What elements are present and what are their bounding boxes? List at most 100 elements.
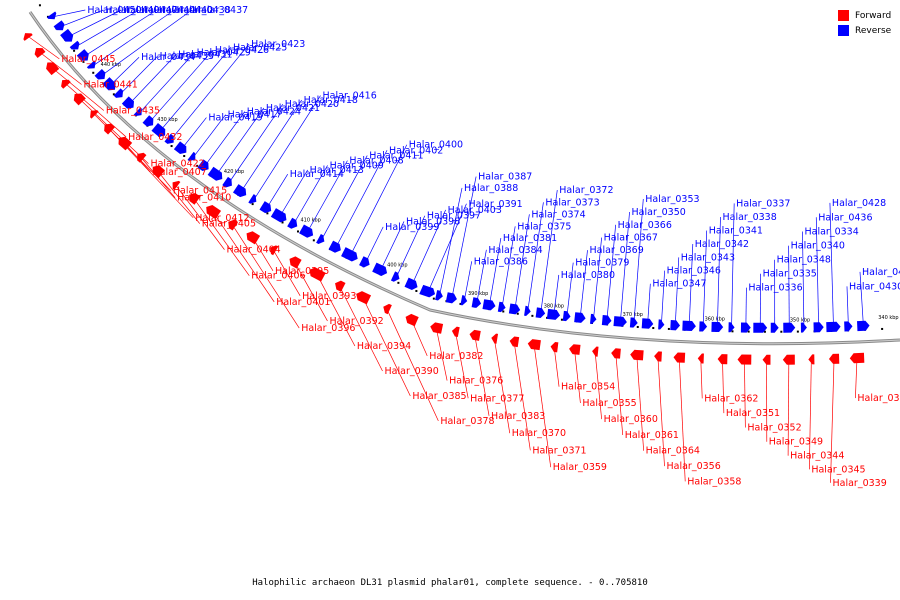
gene-leader-line (474, 334, 490, 416)
gene-leader-line (700, 358, 703, 399)
gene-leader-line (427, 203, 467, 292)
gene-leader-line (717, 216, 721, 327)
forward-gene-label: Halar_0407 (152, 167, 206, 178)
forward-gene-arrow (289, 256, 302, 269)
tick-mark (415, 289, 418, 292)
gene-leader-line (688, 244, 694, 326)
reverse-gene-arrow (86, 60, 96, 69)
legend-forward-label: Forward (855, 10, 892, 21)
gene-leader-line (787, 359, 790, 456)
tick-mark (636, 325, 639, 328)
forward-gene-arrow (206, 205, 222, 220)
forward-gene-label: Halar_0356 (666, 461, 720, 472)
reverse-gene-label: Halar_0380 (561, 270, 615, 281)
forward-gene-label: Halar_0410 (177, 193, 231, 204)
gene-leader-line (174, 184, 225, 250)
reverse-gene-arrow (222, 176, 232, 188)
forward-gene-label: Halar_0432 (128, 132, 182, 143)
reverse-gene-arrow (151, 123, 166, 137)
reverse-gene-label: Halar_0403 (448, 205, 502, 216)
tick-mark (780, 330, 783, 333)
reverse-gene-arrow (259, 201, 272, 214)
forward-gene-label: Halar_0349 (769, 437, 823, 448)
reverse-gene-arrow (419, 284, 436, 298)
gene-leader-line (253, 95, 321, 201)
tick-mark (73, 49, 76, 52)
forward-gene-arrow (782, 354, 795, 365)
gene-leader-line (335, 150, 388, 248)
gene-leader-line (119, 55, 158, 95)
reverse-gene-label: Halar_0421 (266, 103, 320, 114)
gene-leader-line (633, 198, 644, 323)
reverse-gene-label: Halar_0335 (763, 269, 817, 280)
gene-leader-line (159, 47, 232, 132)
reverse-gene-label: Halar_0423 (251, 39, 305, 50)
gene-leader-line (846, 286, 849, 327)
gene-leader-line (216, 107, 265, 176)
forward-gene-label: Halar_0405 (202, 219, 256, 230)
reverse-gene-label: Halar_0343 (681, 252, 735, 263)
reverse-gene-label: Halar_0400 (409, 140, 463, 151)
gene-leader-line (553, 274, 560, 315)
forward-gene-arrow (828, 353, 840, 364)
reverse-gene-label: Halar_0374 (531, 209, 585, 220)
reverse-gene-label: Halar_0353 (645, 194, 699, 205)
reverse-gene-label: Halar_0416 (323, 91, 377, 102)
gene-leader-line (454, 331, 469, 399)
tick-mark (667, 327, 670, 330)
scale-label: 380 kbp (544, 303, 564, 309)
gene-leader-line (107, 127, 194, 219)
reverse-gene-arrow (497, 301, 506, 313)
forward-gene-label: Halar_0351 (726, 408, 780, 419)
gene-leader-line (362, 296, 411, 397)
forward-gene-arrow (228, 219, 239, 231)
tick-mark (112, 93, 115, 96)
tick-mark (432, 297, 435, 300)
reverse-gene-arrow (207, 166, 223, 181)
forward-gene-label: Halar_0394 (357, 341, 411, 352)
forward-gene-label: Halar_0396 (301, 323, 355, 334)
reverse-gene-arrow (113, 88, 124, 98)
forward-gene-label: Halar_0364 (646, 446, 700, 457)
gene-leader-line (636, 354, 645, 451)
gene-leader-line (744, 359, 746, 428)
legend: Forward Reverse (838, 8, 891, 38)
scale-label: 370 kbp (623, 312, 643, 318)
reverse-gene-label: Halar_0433 (160, 51, 214, 62)
gene-leader-line (75, 9, 140, 47)
reverse-gene-arrow (813, 322, 824, 333)
tick-mark (531, 314, 534, 317)
forward-gene-label: Halar_0385 (412, 391, 466, 402)
reverse-gene-arrow (164, 133, 174, 144)
reverse-gene-arrow (524, 305, 531, 316)
gene-leader-line (574, 349, 581, 404)
forward-gene-label: Halar_0376 (449, 376, 503, 387)
gene-leader-line (129, 54, 177, 105)
reverse-gene-arrow (232, 184, 247, 198)
reverse-gene-label: Halar_0418 (304, 95, 358, 106)
reverse-gene-arrow (826, 321, 841, 333)
reverse-gene-label: Halar_0337 (736, 198, 790, 209)
gene-leader-line (702, 230, 708, 327)
map-caption: Halophilic archaeon DL31 plasmid phalar0… (252, 578, 648, 588)
gene-leader-line (540, 190, 558, 314)
forward-gene-label: Halar_0355 (582, 398, 636, 409)
gene-leader-line (451, 176, 477, 299)
reverse-gene-arrow (60, 28, 74, 42)
reverse-gene-label: Halar_0373 (545, 197, 599, 208)
tick-mark (397, 281, 400, 284)
reverse-gene-arrow (535, 307, 546, 318)
reverse-gene-arrow (121, 96, 134, 109)
forward-gene-arrow (46, 62, 60, 76)
forward-gene-arrow (808, 354, 815, 365)
reverse-gene-label: Halar_0387 (478, 172, 532, 183)
reverse-gene-label: Halar_0449 (105, 5, 159, 16)
tick-mark (560, 318, 563, 321)
forward-gene-label: Halar_0339 (833, 478, 887, 489)
reverse-gene-label: Halar_0444 (141, 5, 195, 16)
reverse-gene-arrow (783, 322, 796, 333)
reverse-gene-arrow (770, 322, 779, 333)
reverse-gene-arrow (341, 247, 358, 262)
reverse-gene-label: Halar_0429 (197, 47, 251, 58)
